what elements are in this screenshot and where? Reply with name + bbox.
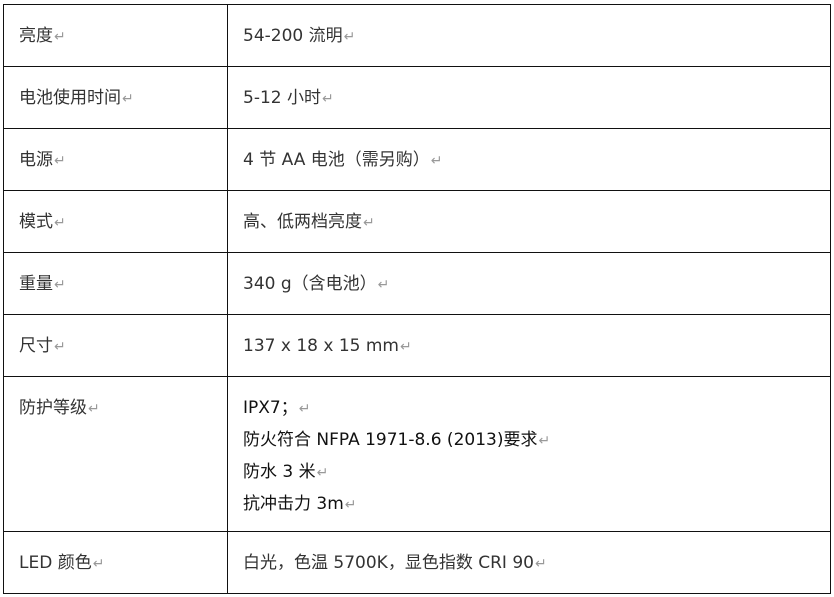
paragraph-mark-icon: ↵ [54,339,66,355]
paragraph-mark-icon: ↵ [92,556,105,572]
paragraph-mark-icon: ↵ [343,29,356,45]
paragraph-mark-icon: ↵ [534,556,547,572]
spec-label: LED 颜色 [19,553,92,573]
spec-value-cell: 白光，色温 5700K，显色指数 CRI 90↵ [227,531,831,594]
paragraph-mark-icon: ↵ [377,277,390,293]
spec-label: 尺寸 [19,336,53,356]
paragraph-mark-icon: ↵ [399,339,412,355]
table-row: 电池使用时间↵ 5-12 小时↵ [3,66,831,129]
paragraph-mark-icon: ↵ [322,91,334,107]
table-row: 尺寸↵ 137 x 18 x 15 mm↵ [3,314,831,377]
spec-value: 防水 3 米 [243,462,316,482]
paragraph-mark-icon: ↵ [298,401,311,417]
spec-value: 高、低两档亮度 [243,212,362,232]
paragraph-mark-icon: ↵ [316,465,329,481]
paragraph-mark-icon: ↵ [88,401,100,417]
spec-value-cell: IPX7；↵ 防火符合 NFPA 1971-8.6 (2013)要求↵ 防水 3 米… [227,376,831,532]
paragraph-mark-icon: ↵ [54,153,66,169]
table-row: LED 颜色↵ 白光，色温 5700K，显色指数 CRI 90↵ [3,531,831,594]
spec-value: 4 节 AA 电池（需另购） [243,150,430,170]
table-row: 电源↵ 4 节 AA 电池（需另购）↵ [3,128,831,191]
paragraph-mark-icon: ↵ [538,433,551,449]
spec-value: 54-200 流明 [243,26,343,46]
paragraph-mark-icon: ↵ [54,215,66,231]
paragraph-mark-icon: ↵ [430,153,443,169]
spec-table: 亮度↵ 54-200 流明↵ 电池使用时间↵ 5-12 小时↵ 电源↵ 4 节 AA 电池… [3,4,831,594]
spec-value: IPX7； [243,398,298,418]
spec-label: 防护等级 [19,398,87,418]
table-row: 模式↵ 高、低两档亮度↵ [3,190,831,253]
spec-value: 340 g（含电池） [243,274,377,294]
spec-label-cell: 模式↵ [3,190,228,253]
spec-label-cell: 电池使用时间↵ [3,66,228,129]
spec-value: 137 x 18 x 15 mm [243,336,399,356]
spec-label-cell: 亮度↵ [3,4,228,67]
spec-value: 5-12 小时 [243,88,321,108]
paragraph-mark-icon: ↵ [54,29,66,45]
spec-value-cell: 高、低两档亮度↵ [227,190,831,253]
spec-value-cell: 340 g（含电池）↵ [227,252,831,315]
spec-value: 抗冲击力 3m [243,494,344,514]
paragraph-mark-icon: ↵ [54,277,66,293]
spec-label-cell: 重量↵ [3,252,228,315]
paragraph-mark-icon: ↵ [122,91,134,107]
spec-label: 重量 [19,274,53,294]
paragraph-mark-icon: ↵ [344,497,357,513]
spec-value-cell: 54-200 流明↵ [227,4,831,67]
spec-value: 防火符合 NFPA 1971-8.6 (2013)要求 [243,430,538,450]
spec-label-cell: LED 颜色↵ [3,531,228,594]
spec-value-cell: 5-12 小时↵ [227,66,831,129]
spec-label: 电池使用时间 [19,88,121,108]
spec-label: 亮度 [19,26,53,46]
table-row: 亮度↵ 54-200 流明↵ [3,4,831,67]
spec-label-cell: 尺寸↵ [3,314,228,377]
spec-value-cell: 137 x 18 x 15 mm↵ [227,314,831,377]
spec-label: 电源 [19,150,53,170]
table-row: 重量↵ 340 g（含电池）↵ [3,252,831,315]
spec-value-cell: 4 节 AA 电池（需另购）↵ [227,128,831,191]
spec-label-cell: 电源↵ [3,128,228,191]
table-row: 防护等级↵ IPX7；↵ 防火符合 NFPA 1971-8.6 (2013)要求↵ 防… [3,376,831,532]
paragraph-mark-icon: ↵ [363,215,375,231]
spec-value: 白光，色温 5700K，显色指数 CRI 90 [243,553,534,573]
spec-label: 模式 [19,212,53,232]
spec-label-cell: 防护等级↵ [3,376,228,532]
